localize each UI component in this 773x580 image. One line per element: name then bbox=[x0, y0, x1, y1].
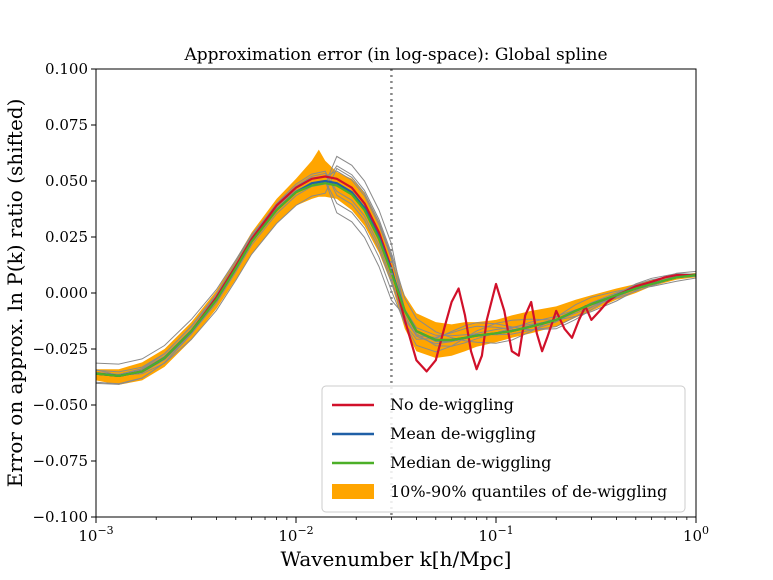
y-tick-label: 0.025 bbox=[45, 228, 88, 246]
quantile-band bbox=[96, 149, 696, 385]
series-lines-layer bbox=[96, 175, 696, 377]
y-axis-label: Error on approx. ln P(k) ratio (shifted) bbox=[3, 99, 27, 488]
chart-title: Approximation error (in log-space): Glob… bbox=[183, 45, 607, 65]
x-axis-label: Wavenumber k[h/Mpc] bbox=[281, 547, 512, 571]
legend-label: No de-wiggling bbox=[390, 395, 514, 414]
y-tick-label: 0.050 bbox=[45, 172, 88, 190]
y-axis-ticks: −0.100 −0.075 −0.050 −0.025 0.000 0.025 0.050 0… bbox=[32, 60, 96, 526]
legend-box bbox=[321, 385, 686, 513]
y-tick-label: 0.100 bbox=[45, 60, 88, 78]
median-de-wiggling-line bbox=[96, 182, 696, 377]
legend: No de-wiggling Mean de-wiggling Median de-… bbox=[321, 385, 686, 513]
x-tick-label: 10−2 bbox=[278, 524, 313, 545]
x-axis-ticks: 10−3 10−2 10−1 100 bbox=[78, 517, 709, 545]
y-tick-label: 0.000 bbox=[45, 284, 88, 302]
legend-label: Median de-wiggling bbox=[390, 453, 551, 472]
legend-swatch-patch bbox=[332, 484, 374, 499]
y-tick-label: 0.075 bbox=[45, 116, 88, 134]
y-tick-label: −0.075 bbox=[32, 452, 88, 470]
no-de-wiggling-line bbox=[96, 175, 696, 377]
x-tick-label: 10−3 bbox=[78, 524, 113, 545]
y-tick-label: −0.025 bbox=[32, 340, 88, 358]
legend-label: Mean de-wiggling bbox=[390, 424, 536, 443]
y-tick-label: −0.050 bbox=[32, 396, 88, 414]
y-tick-label: −0.100 bbox=[32, 508, 88, 526]
legend-label: 10%-90% quantiles of de-wiggling bbox=[390, 482, 667, 501]
x-tick-label: 100 bbox=[683, 524, 709, 545]
x-tick-label: 10−1 bbox=[478, 524, 513, 545]
quantile-band-layer bbox=[96, 149, 696, 385]
